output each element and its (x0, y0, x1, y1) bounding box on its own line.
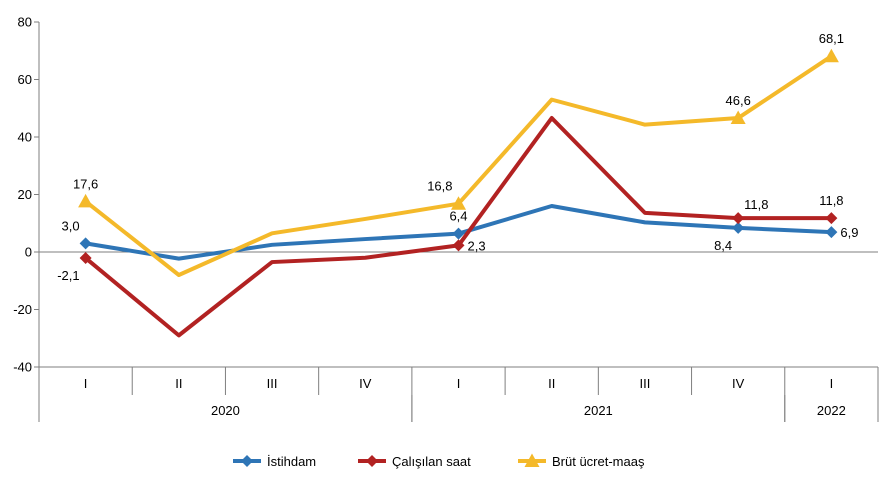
category-label: III (640, 376, 651, 391)
data-label: 11,8 (744, 197, 768, 212)
diamond-marker (825, 226, 838, 239)
plot-area (78, 48, 839, 338)
year-label: 2021 (584, 403, 613, 418)
category-label: IV (359, 376, 372, 391)
diamond-marker (732, 221, 745, 234)
y-axis-ticks: -40 -20 0 20 40 60 80 (13, 15, 39, 375)
year-label: 2020 (211, 403, 240, 418)
triangle-marker (78, 193, 94, 208)
y-tick-label: 40 (18, 130, 32, 145)
category-label: III (267, 376, 278, 391)
diamond-marker (732, 212, 745, 225)
diamond-marker (366, 455, 378, 467)
diamond-marker (79, 237, 92, 250)
y-tick-label: -20 (13, 302, 32, 317)
y-tick-label: 0 (25, 245, 32, 260)
year-label: 2022 (817, 403, 846, 418)
triangle-marker (451, 196, 466, 210)
data-labels: 3,0 6,4 8,4 6,9 -2,1 2,3 11,8 11,8 17,6 16,8 46,6 6… (57, 31, 858, 283)
category-label: II (548, 376, 555, 391)
data-label: 6,4 (449, 209, 467, 224)
legend: İstihdam Çalışılan saat Brüt ücret-maaş (233, 453, 645, 469)
category-label: I (457, 376, 461, 391)
legend-label: İstihdam (267, 454, 316, 469)
category-label: IV (732, 376, 745, 391)
diamond-marker (79, 252, 92, 265)
data-label: 46,6 (726, 93, 751, 108)
triangle-marker (823, 48, 839, 63)
category-label: I (84, 376, 88, 391)
data-label: 3,0 (62, 218, 80, 233)
y-tick-label: 20 (18, 187, 32, 202)
chart-axes (38, 22, 878, 422)
data-label: -2,1 (57, 268, 79, 283)
data-label: 16,8 (427, 179, 452, 194)
y-tick-label: 80 (18, 15, 32, 30)
data-label: 6,9 (840, 225, 858, 240)
data-label: 2,3 (468, 238, 486, 253)
category-label: II (175, 376, 182, 391)
data-label: 8,4 (714, 238, 732, 253)
legend-label: Çalışılan saat (392, 454, 471, 469)
y-tick-label: 60 (18, 72, 32, 87)
data-label: 68,1 (819, 31, 844, 46)
diamond-marker (241, 455, 253, 467)
diamond-marker (452, 227, 465, 240)
data-label: 17,6 (73, 176, 98, 191)
diamond-marker (825, 212, 838, 225)
legend-label: Brüt ücret-maaş (552, 454, 645, 469)
category-label: I (830, 376, 834, 391)
triangle-marker (730, 110, 746, 125)
diamond-marker (452, 239, 465, 252)
data-label: 11,8 (819, 193, 843, 208)
y-tick-label: -40 (13, 360, 32, 375)
triangle-marker (524, 453, 540, 467)
